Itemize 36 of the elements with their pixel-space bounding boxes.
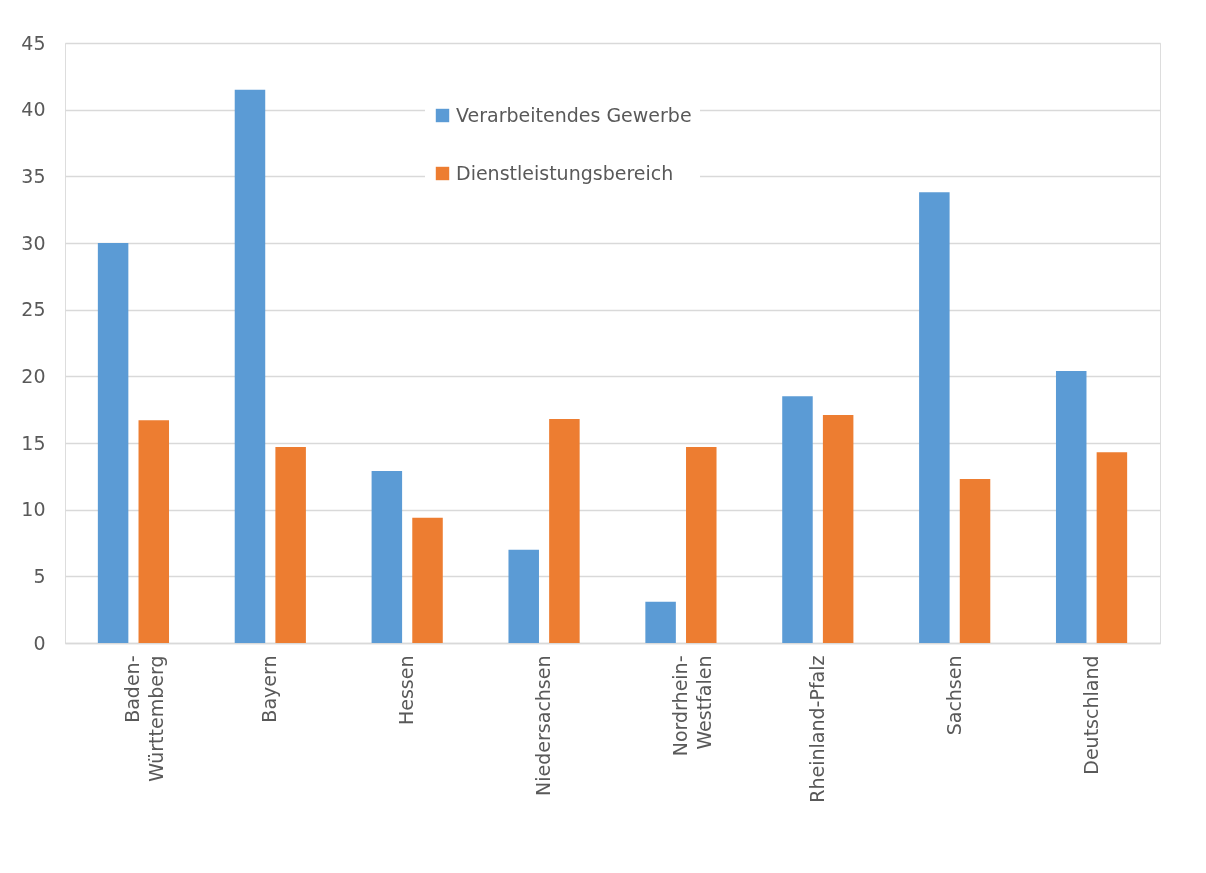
bar — [959, 479, 991, 643]
y-tick-label: 5 — [33, 564, 46, 587]
bar — [234, 89, 266, 643]
y-tick-label: 45 — [21, 31, 46, 54]
y-tick-label: 20 — [21, 364, 46, 387]
bar — [645, 601, 676, 643]
bar — [97, 243, 129, 643]
bar — [822, 415, 854, 643]
bar — [508, 549, 539, 643]
bar — [371, 471, 403, 643]
y-tick-label: 30 — [21, 231, 46, 254]
bar — [782, 396, 813, 643]
x-tick-label: Niedersachsen — [532, 655, 555, 796]
legend-label: Dienstleistungsbereich — [456, 161, 674, 184]
y-tick-label: 10 — [21, 498, 46, 521]
legend-label: Verarbeitendes Gewerbe — [456, 103, 692, 126]
y-tick-label: 25 — [21, 298, 46, 321]
bar — [1055, 371, 1087, 643]
y-tick-label: 0 — [33, 631, 46, 654]
x-tick-label: Sachsen — [942, 655, 965, 736]
x-tick-label: Hessen — [395, 655, 418, 726]
x-tick-label: Rheinland-Pfalz — [805, 655, 828, 803]
bar — [686, 447, 717, 643]
x-tick-label: Deutschland — [1079, 655, 1102, 775]
bar — [919, 192, 950, 643]
bar — [549, 419, 580, 643]
bar — [412, 517, 443, 643]
bar — [1096, 452, 1128, 643]
y-tick-label: 35 — [21, 164, 46, 187]
x-tick-label: Nordrhein- Westfalen — [668, 655, 715, 757]
x-tick-label: Baden- Württemberg — [121, 655, 168, 782]
y-tick-label: 40 — [21, 98, 46, 121]
x-tick-label: Bayern — [258, 655, 281, 723]
y-tick-label: 15 — [21, 431, 46, 454]
bar — [138, 420, 170, 643]
bar — [275, 447, 306, 643]
